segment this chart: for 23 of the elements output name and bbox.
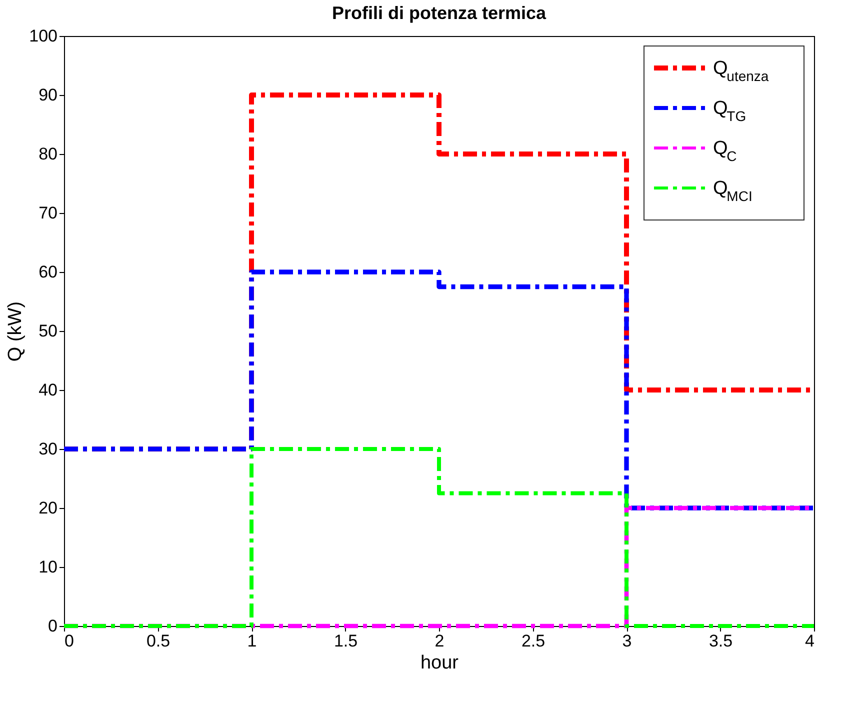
y-tick-label: 100 — [29, 26, 58, 46]
y-tick-label: 60 — [38, 262, 58, 282]
x-tick-label: 0.5 — [146, 632, 170, 650]
x-tick-label: 1.5 — [334, 632, 358, 650]
y-tick-label: 20 — [38, 498, 58, 518]
x-tick-label: 4 — [805, 632, 814, 650]
y-tick-label: 0 — [48, 616, 58, 636]
chart-title: Profili di potenza termica — [332, 3, 548, 23]
y-tick-label: 90 — [38, 86, 58, 104]
x-axis-title: hour — [420, 652, 460, 674]
y-tick-label: 40 — [38, 380, 58, 400]
y-tick-label: 50 — [38, 322, 58, 340]
y-tick-label: 80 — [38, 144, 58, 164]
x-tick-label: 2.5 — [521, 632, 546, 650]
y-tick-label: 30 — [38, 440, 58, 458]
x-tick-label: 2 — [434, 632, 444, 650]
y-tick-label: 70 — [38, 204, 58, 222]
x-tick-label: 3.5 — [708, 632, 733, 650]
y-tick-label: 10 — [38, 558, 58, 576]
x-tick-label: 3 — [622, 632, 632, 650]
y-axis-title: Q (kW) — [5, 301, 26, 362]
x-tick-label: 0 — [64, 632, 74, 650]
x-tick-label: 1 — [247, 632, 257, 650]
